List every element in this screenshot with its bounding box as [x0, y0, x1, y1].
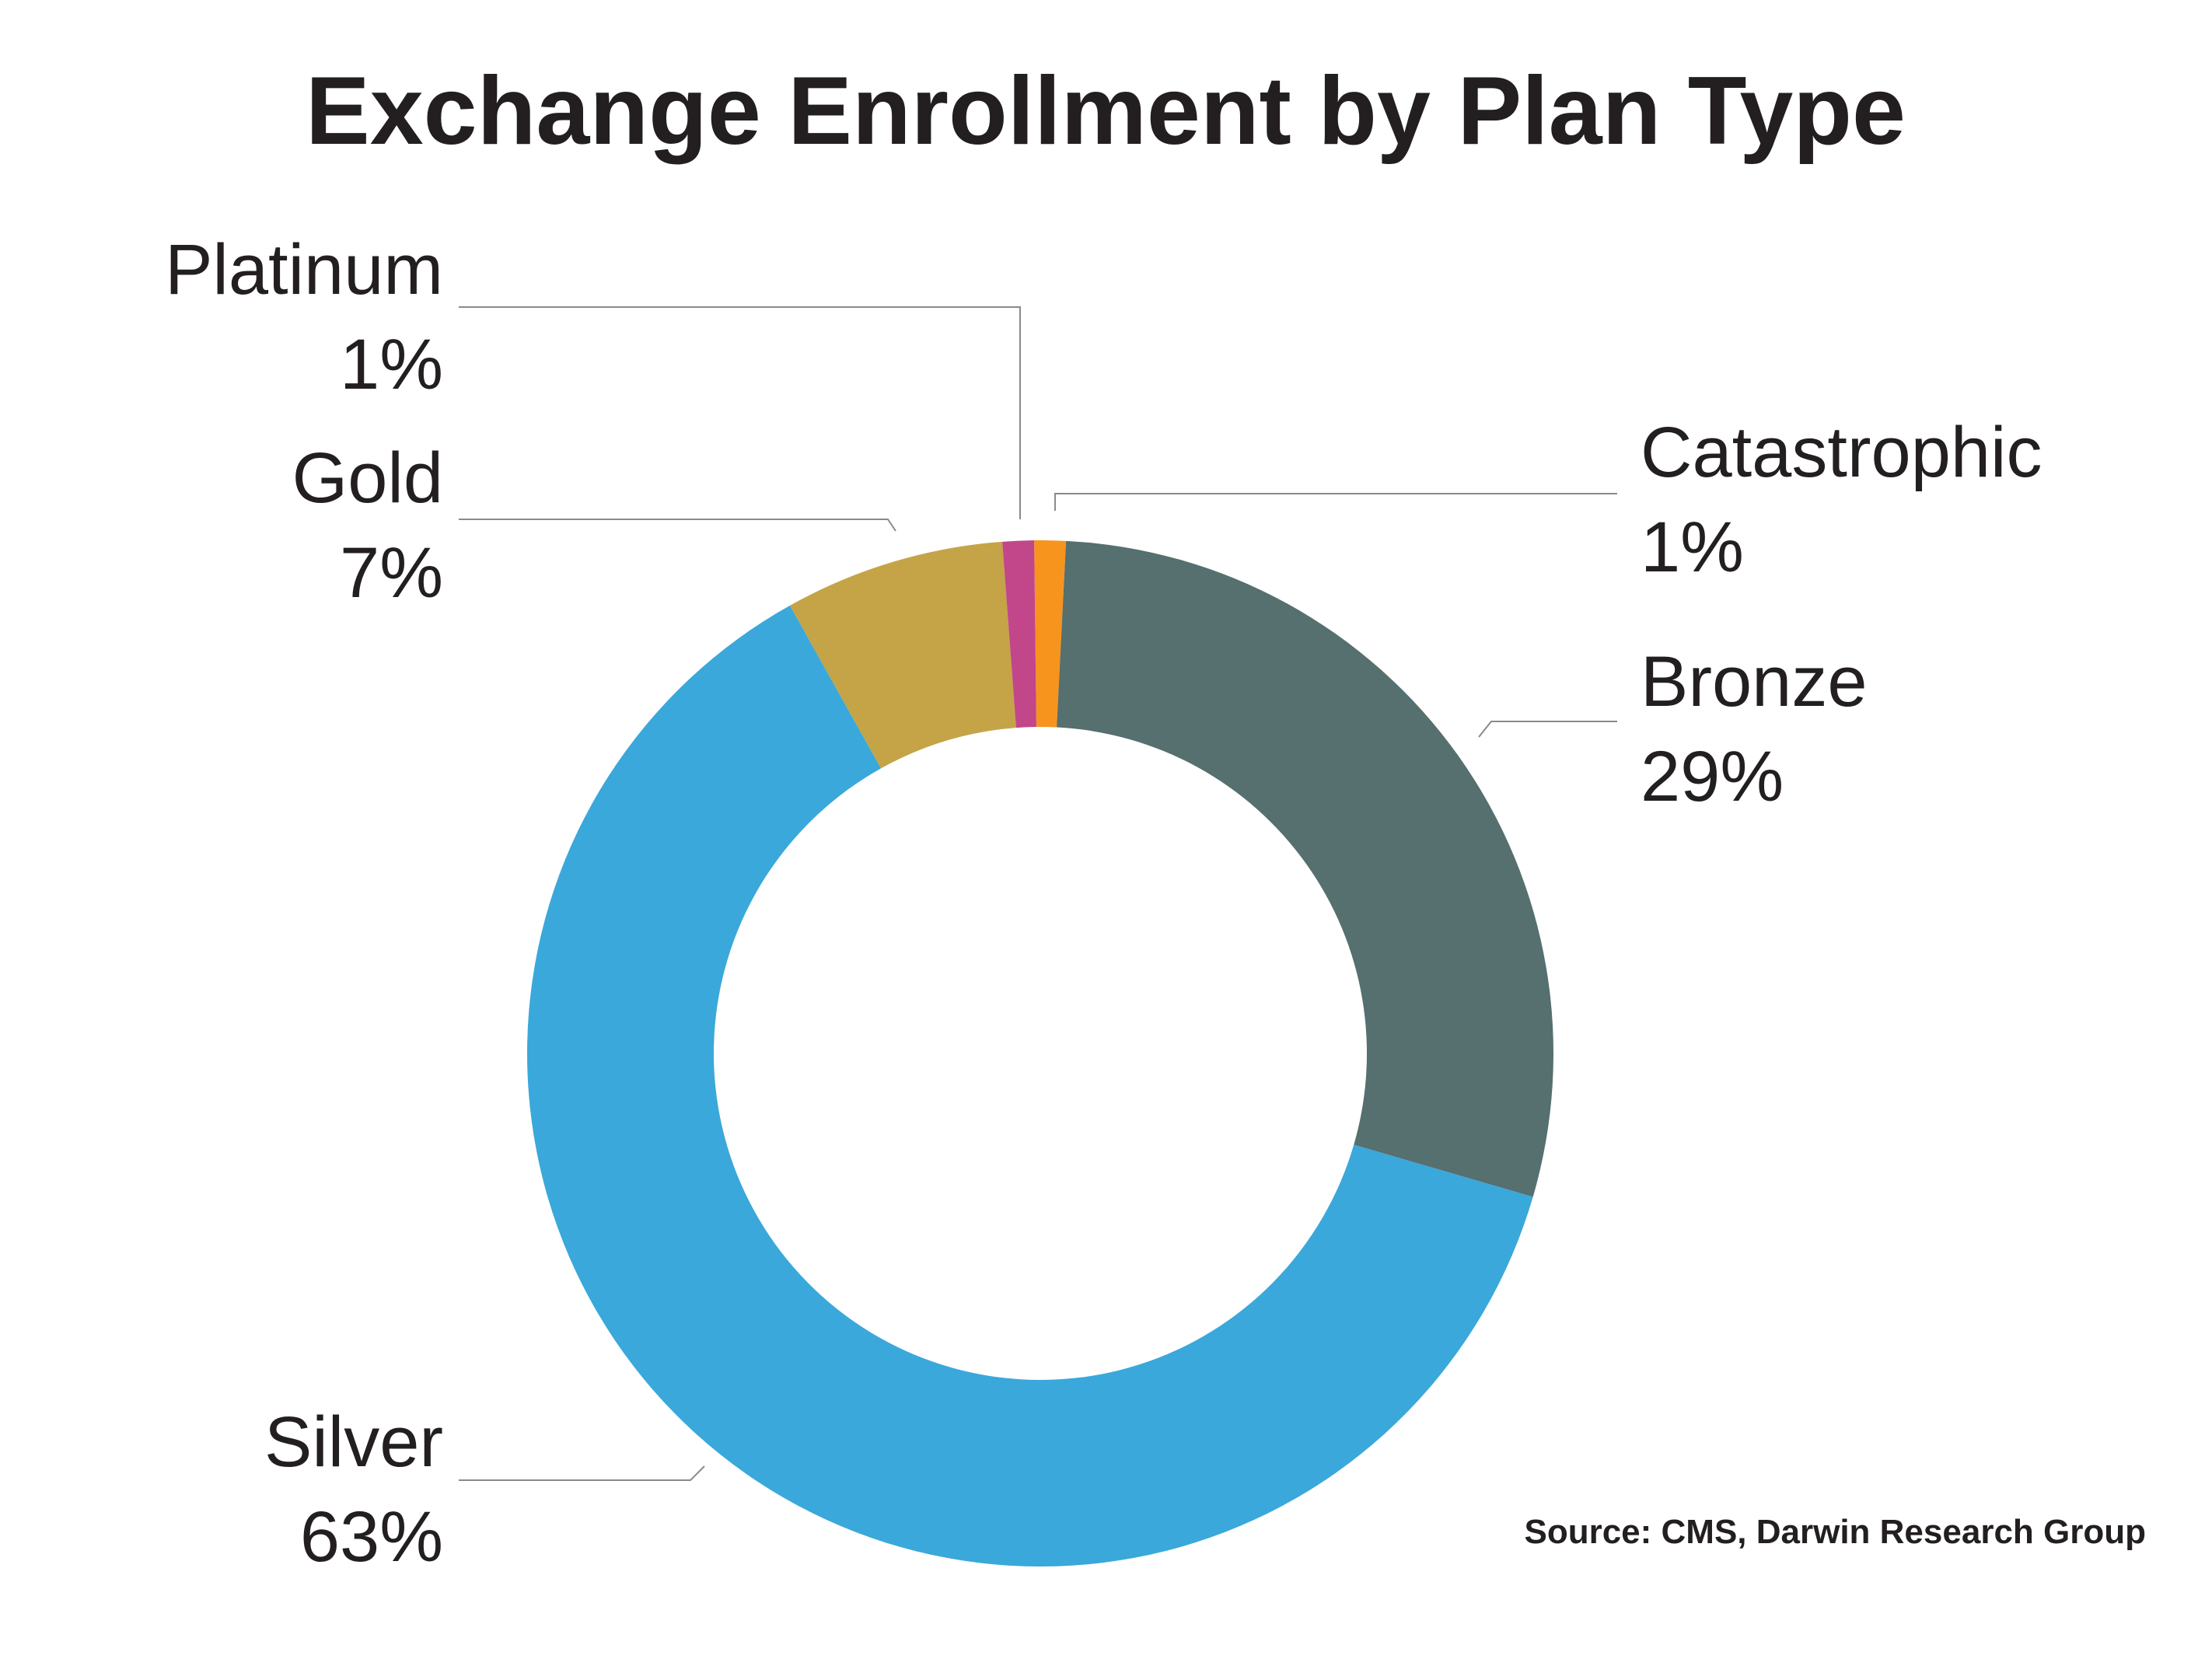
label-silver-value: 63% [300, 1497, 443, 1577]
leader-line-catastrophic [1054, 493, 1617, 511]
label-gold-value: 7% [340, 533, 443, 613]
label-platinum-name: Platinum [165, 230, 443, 309]
label-silver-name: Silver [264, 1402, 443, 1482]
label-catastrophic-value: 1% [1641, 508, 1744, 587]
leader-line-gold [459, 519, 896, 532]
slice-bronze [1057, 540, 1553, 1197]
leader-line-silver [459, 1465, 705, 1481]
donut-slices [526, 540, 1553, 1567]
slice-silver [526, 605, 1533, 1567]
label-bronze-value: 29% [1641, 737, 1784, 816]
leader-line-bronze [1478, 721, 1617, 738]
slice-gold [789, 541, 1016, 769]
slice-catastrophic [1034, 540, 1067, 728]
leader-line-platinum [459, 306, 1021, 519]
label-bronze-name: Bronze [1641, 642, 1868, 721]
label-gold-name: Gold [292, 438, 443, 518]
source-note: Source: CMS, Darwin Research Group [1524, 1513, 2146, 1551]
slice-platinum [1002, 540, 1036, 728]
label-catastrophic-name: Catastrophic [1641, 413, 2042, 492]
chart-title: Exchange Enrollment by Plan Type [306, 58, 1906, 165]
label-platinum-value: 1% [340, 325, 443, 404]
